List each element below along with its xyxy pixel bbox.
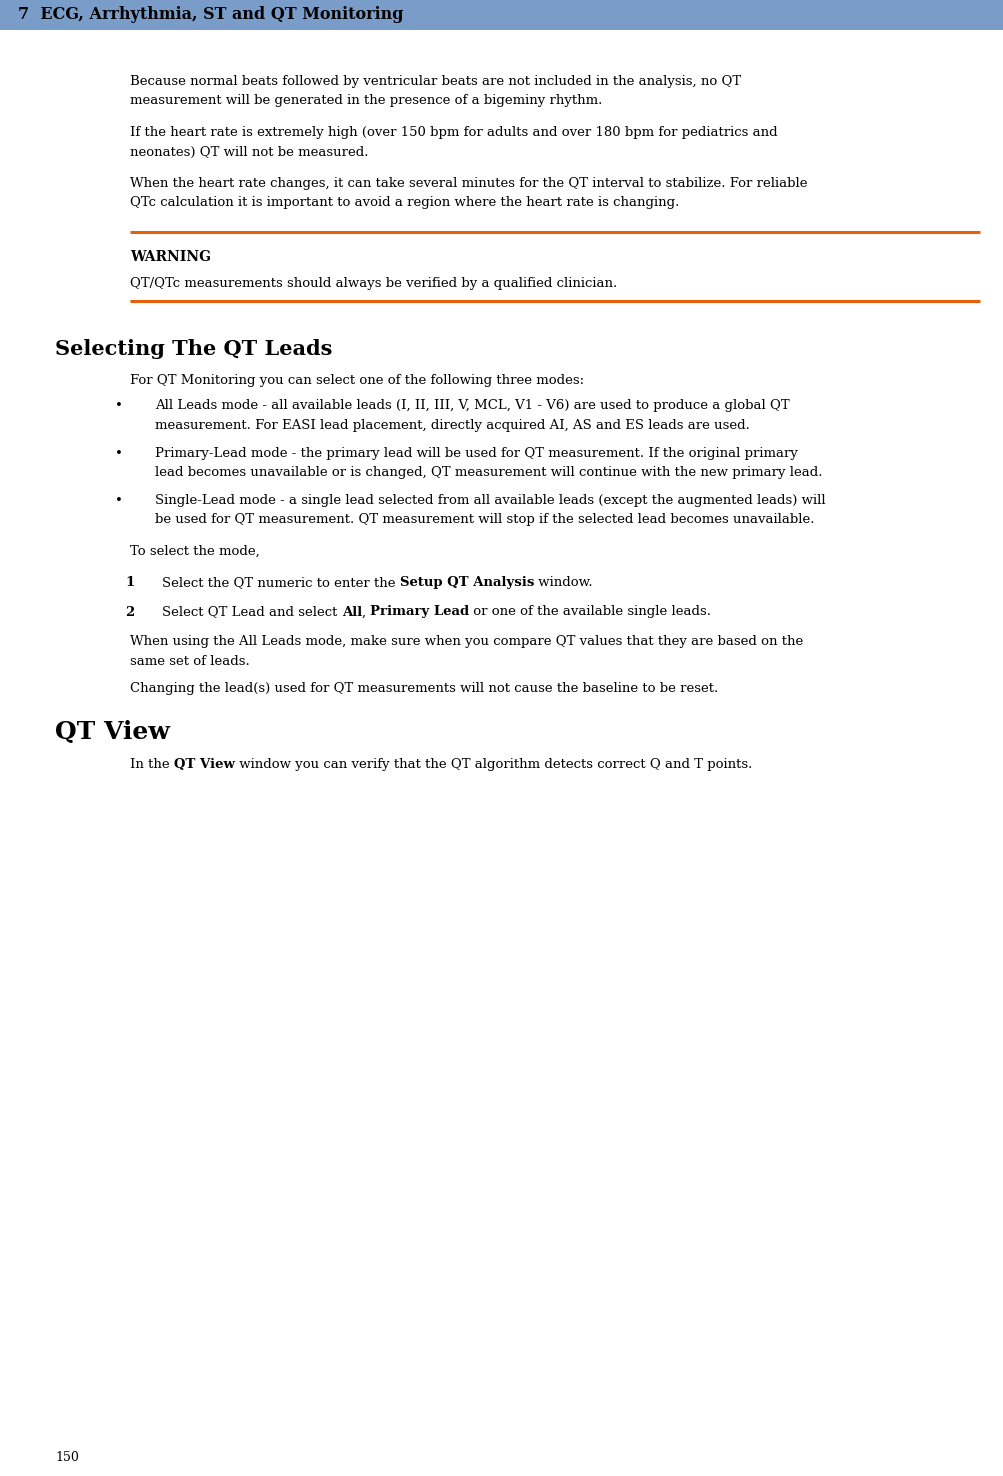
- Text: measurement will be generated in the presence of a bigeminy rhythm.: measurement will be generated in the pre…: [129, 94, 602, 108]
- Text: 7  ECG, Arrhythmia, ST and QT Monitoring: 7 ECG, Arrhythmia, ST and QT Monitoring: [18, 6, 403, 24]
- Text: QT/QTc measurements should always be verified by a qualified clinician.: QT/QTc measurements should always be ver…: [129, 277, 617, 291]
- Text: 150: 150: [55, 1451, 79, 1464]
- Text: All: All: [341, 605, 361, 618]
- Text: window you can verify that the QT algorithm detects correct Q and T points.: window you can verify that the QT algori…: [235, 759, 751, 770]
- Text: be used for QT measurement. QT measurement will stop if the selected lead become: be used for QT measurement. QT measureme…: [154, 514, 813, 525]
- Text: All Leads mode - all available leads (I, II, III, V, MCL, V1 - V6) are used to p: All Leads mode - all available leads (I,…: [154, 400, 788, 412]
- Text: When using the All Leads mode, make sure when you compare QT values that they ar: When using the All Leads mode, make sure…: [129, 635, 802, 648]
- Text: WARNING: WARNING: [129, 249, 211, 264]
- Text: QTc calculation it is important to avoid a region where the heart rate is changi: QTc calculation it is important to avoid…: [129, 196, 679, 210]
- Text: 1: 1: [125, 576, 134, 589]
- Text: To select the mode,: To select the mode,: [129, 545, 260, 558]
- Text: •: •: [115, 493, 122, 506]
- Text: Because normal beats followed by ventricular beats are not included in the analy: Because normal beats followed by ventric…: [129, 75, 740, 89]
- Text: same set of leads.: same set of leads.: [129, 654, 250, 667]
- Text: ,: ,: [361, 605, 370, 618]
- Text: QT View: QT View: [55, 720, 170, 744]
- Text: window.: window.: [534, 576, 592, 589]
- Bar: [0, 0, 1003, 30]
- Text: In the: In the: [129, 759, 174, 770]
- Text: If the heart rate is extremely high (over 150 bpm for adults and over 180 bpm fo: If the heart rate is extremely high (ove…: [129, 125, 777, 139]
- Text: Single-Lead mode - a single lead selected from all available leads (except the a: Single-Lead mode - a single lead selecte…: [154, 493, 824, 506]
- Text: measurement. For EASI lead placement, directly acquired AI, AS and ES leads are : measurement. For EASI lead placement, di…: [154, 419, 749, 432]
- Text: For QT Monitoring you can select one of the following three modes:: For QT Monitoring you can select one of …: [129, 373, 584, 387]
- Text: Changing the lead(s) used for QT measurements will not cause the baseline to be : Changing the lead(s) used for QT measure…: [129, 682, 717, 695]
- Text: or one of the available single leads.: or one of the available single leads.: [469, 605, 711, 618]
- Text: QT View: QT View: [174, 759, 235, 770]
- Text: neonates) QT will not be measured.: neonates) QT will not be measured.: [129, 146, 368, 158]
- Text: Primary-Lead mode - the primary lead will be used for QT measurement. If the ori: Primary-Lead mode - the primary lead wil…: [154, 447, 797, 459]
- Text: lead becomes unavailable or is changed, QT measurement will continue with the ne: lead becomes unavailable or is changed, …: [154, 466, 821, 480]
- Text: •: •: [115, 447, 122, 459]
- Text: Selecting The QT Leads: Selecting The QT Leads: [55, 339, 332, 359]
- Text: Setup QT Analysis: Setup QT Analysis: [399, 576, 534, 589]
- Text: •: •: [115, 400, 122, 412]
- Text: 2: 2: [125, 605, 134, 618]
- Text: Primary Lead: Primary Lead: [370, 605, 469, 618]
- Text: When the heart rate changes, it can take several minutes for the QT interval to : When the heart rate changes, it can take…: [129, 177, 806, 190]
- Text: Select QT Lead and select: Select QT Lead and select: [161, 605, 341, 618]
- Text: Select the QT numeric to enter the: Select the QT numeric to enter the: [161, 576, 399, 589]
